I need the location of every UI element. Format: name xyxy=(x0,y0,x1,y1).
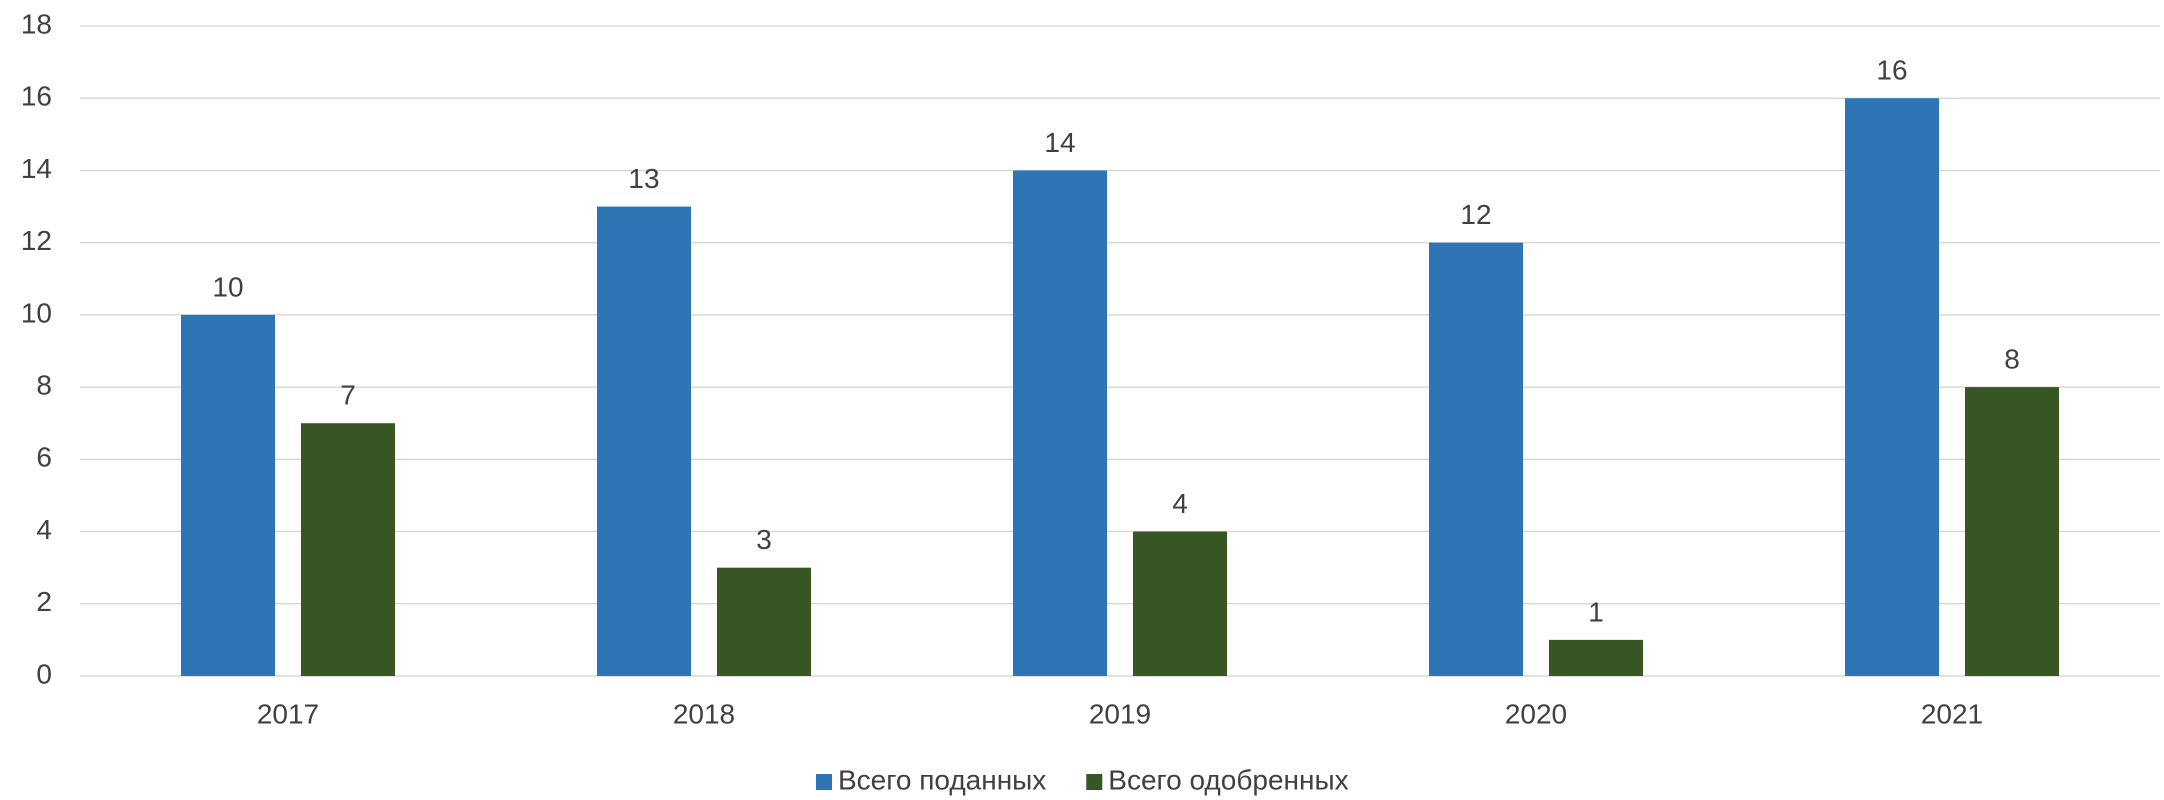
y-tick-label: 6 xyxy=(36,442,52,473)
data-label: 4 xyxy=(1172,488,1188,519)
y-tick-label: 12 xyxy=(21,225,52,256)
x-tick-label: 2017 xyxy=(257,698,319,729)
data-label: 3 xyxy=(756,524,772,555)
legend-label: Всего поданных xyxy=(838,764,1046,795)
legend-label: Всего одобренных xyxy=(1108,764,1348,795)
x-tick-label: 2020 xyxy=(1505,698,1567,729)
x-tick-label: 2018 xyxy=(673,698,735,729)
bar xyxy=(1429,242,1523,676)
data-label: 8 xyxy=(2004,344,2020,375)
bar xyxy=(1013,170,1107,676)
bar xyxy=(717,567,811,676)
bar xyxy=(1549,639,1643,676)
data-label: 16 xyxy=(1876,55,1907,86)
data-label: 1 xyxy=(1588,596,1604,627)
legend-swatch xyxy=(1086,774,1103,790)
y-tick-label: 2 xyxy=(36,586,52,617)
y-tick-label: 14 xyxy=(21,153,52,184)
data-label: 13 xyxy=(628,163,659,194)
y-tick-label: 0 xyxy=(36,658,52,689)
data-label: 12 xyxy=(1460,199,1491,230)
data-label: 14 xyxy=(1044,127,1075,158)
y-tick-label: 8 xyxy=(36,370,52,401)
x-tick-label: 2019 xyxy=(1089,698,1151,729)
y-tick-label: 18 xyxy=(21,8,52,39)
x-tick-label: 2021 xyxy=(1921,698,1983,729)
bar xyxy=(1133,531,1227,676)
y-tick-label: 10 xyxy=(21,297,52,328)
data-label: 7 xyxy=(340,380,356,411)
bar xyxy=(301,423,395,676)
y-tick-label: 4 xyxy=(36,514,52,545)
bar xyxy=(1965,387,2059,676)
bar xyxy=(181,314,275,676)
bar xyxy=(597,206,691,677)
y-tick-label: 16 xyxy=(21,81,52,112)
data-label: 10 xyxy=(212,271,243,302)
bar xyxy=(1845,98,1939,676)
legend-swatch xyxy=(816,774,832,790)
